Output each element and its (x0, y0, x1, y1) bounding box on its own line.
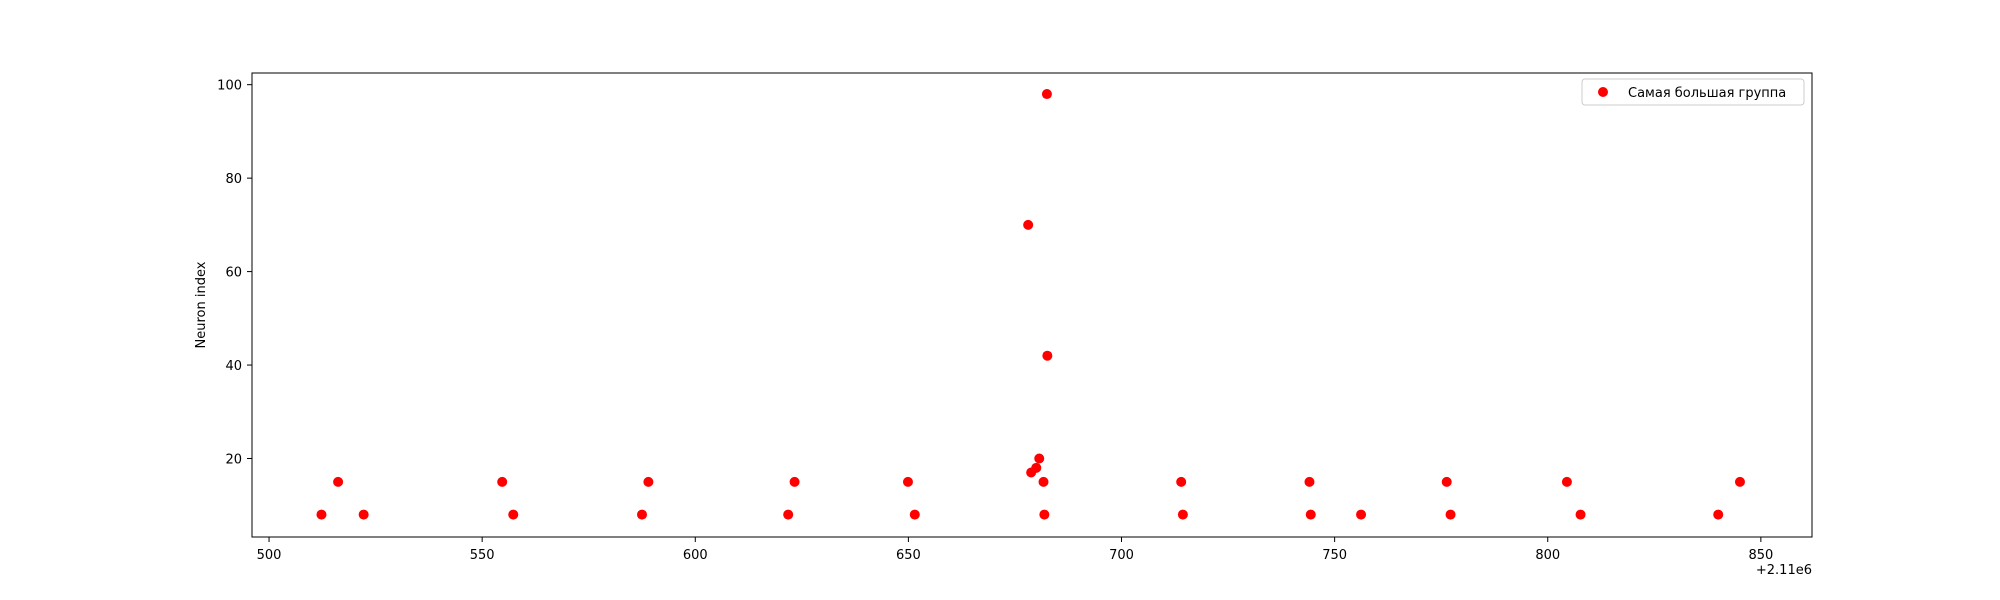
data-point (1039, 509, 1050, 520)
data-point (783, 509, 794, 520)
y-axis-label: Neuron index (194, 261, 209, 348)
x-tick-label: 750 (1322, 548, 1347, 563)
data-point (1441, 476, 1452, 487)
x-tick-label: 650 (896, 548, 921, 563)
data-point (1356, 509, 1367, 520)
x-axis: 500 550 600 650 700 750 800 850 (257, 537, 1773, 563)
data-point (637, 509, 647, 520)
legend-box (1581, 78, 1805, 106)
plot-frame (251, 72, 1813, 538)
data-point (643, 476, 654, 487)
x-tick-label: 700 (1109, 548, 1134, 563)
data-point (789, 476, 800, 487)
data-point (1042, 350, 1053, 361)
y-tick-label: 80 (225, 172, 242, 187)
x-tick-label: 600 (683, 548, 708, 563)
data-point (1034, 453, 1045, 464)
x-tick-label: 500 (257, 548, 282, 563)
data-point (1038, 476, 1049, 487)
data-point (1304, 476, 1315, 487)
data-point (508, 509, 519, 520)
data-point (902, 476, 913, 487)
data-point (497, 476, 508, 487)
x-tick-label: 550 (470, 548, 495, 563)
legend: Самая большая группа (1581, 78, 1805, 106)
x-axis-offset-label: +2.11e6 (1756, 563, 1812, 578)
data-point (1734, 476, 1745, 487)
y-tick-label: 20 (225, 452, 242, 467)
data-point (1713, 509, 1724, 520)
plot-area (316, 89, 1745, 520)
data-point (1031, 462, 1042, 473)
y-tick-label: 60 (225, 266, 242, 281)
data-point (1023, 219, 1034, 230)
y-tick-label: 100 (217, 79, 242, 94)
data-point (1561, 476, 1572, 487)
legend-marker (1598, 87, 1608, 97)
data-point (1575, 509, 1586, 520)
data-point (333, 476, 344, 487)
data-point (1176, 476, 1187, 487)
data-point (1445, 509, 1456, 520)
data-point (1177, 509, 1188, 520)
data-point (316, 509, 327, 520)
x-tick-label: 800 (1535, 548, 1560, 563)
y-axis: 20 40 60 80 100 (217, 79, 252, 467)
y-tick-label: 40 (225, 359, 242, 374)
x-tick-label: 850 (1748, 548, 1773, 563)
data-point (358, 509, 369, 520)
legend-label: Самая большая группа (1628, 86, 1786, 101)
data-point (909, 509, 920, 520)
data-point (1041, 89, 1052, 100)
data-point (1305, 509, 1316, 520)
